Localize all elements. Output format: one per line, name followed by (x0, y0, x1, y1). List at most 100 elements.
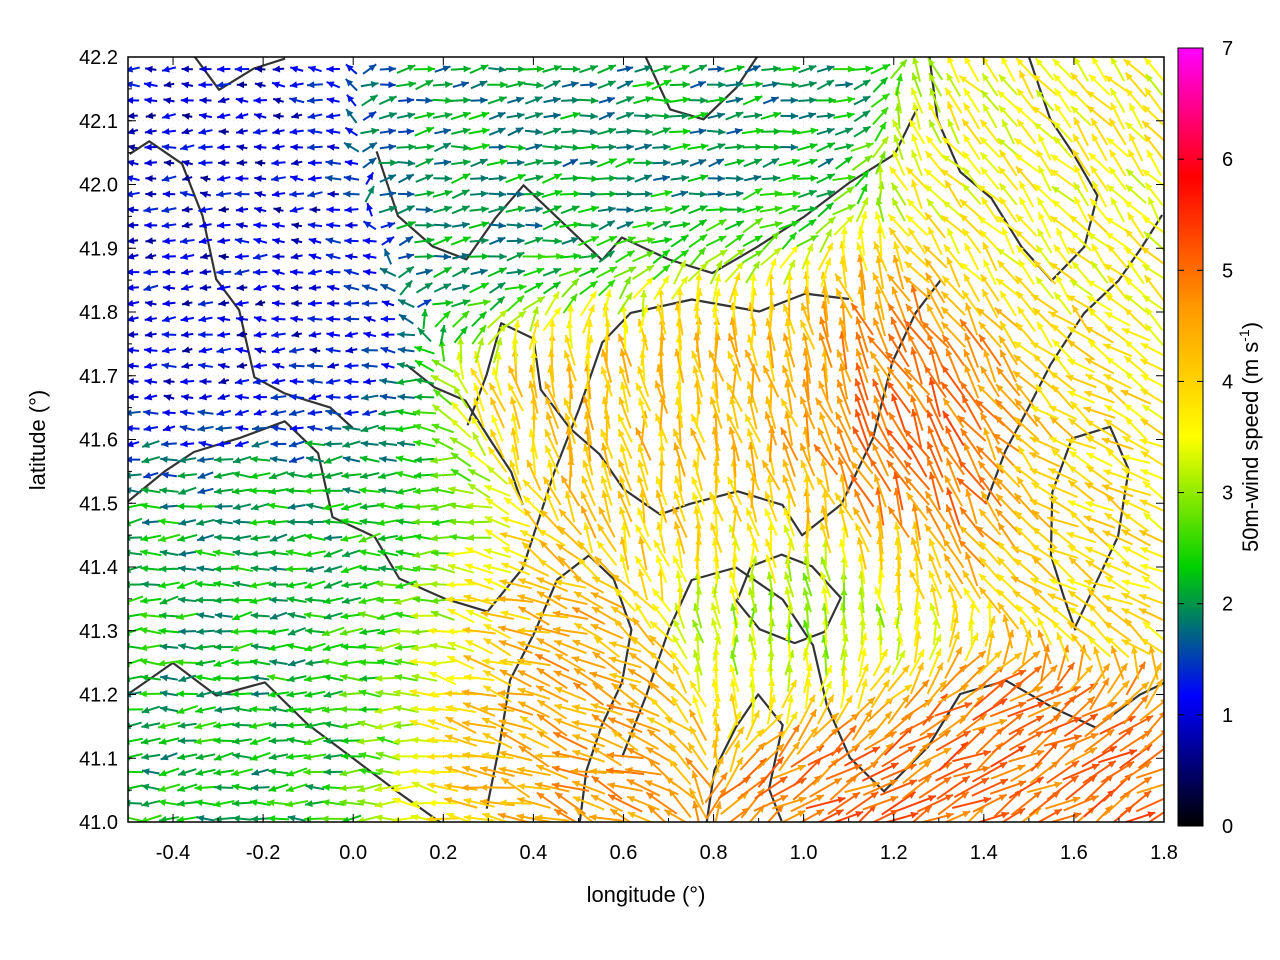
wind-vector (1118, 714, 1154, 736)
wind-vector (467, 468, 491, 482)
wind-vector (649, 697, 674, 722)
wind-vector (962, 166, 981, 190)
wind-vector (816, 141, 836, 153)
wind-vector (953, 777, 990, 798)
wind-vector (451, 96, 471, 104)
wind-vector (362, 63, 377, 75)
wind-vector (554, 579, 587, 589)
wind-vector (571, 719, 606, 730)
y-tick-label: 41.8 (79, 302, 118, 324)
wind-vector (181, 81, 194, 89)
wind-vector (432, 81, 453, 88)
wind-vector (799, 442, 816, 477)
wind-vector (253, 362, 268, 370)
wind-vector (606, 751, 644, 760)
wind-vector (398, 96, 415, 104)
wind-vector (687, 262, 709, 283)
wind-vector (747, 633, 757, 661)
wind-vector (128, 456, 141, 464)
wind-vector (570, 767, 607, 775)
wind-vector (634, 174, 653, 183)
wind-vector (816, 65, 835, 73)
wind-vector (856, 536, 867, 570)
wind-vector (844, 781, 880, 794)
wind-vector (444, 734, 478, 747)
wind-vector (268, 737, 289, 745)
wind-vector (217, 315, 231, 323)
wind-vector (415, 79, 434, 91)
wind-vector (1051, 620, 1075, 643)
wind-vector (273, 112, 284, 120)
wind-vector (451, 189, 470, 200)
wind-vector (545, 411, 559, 445)
wind-vector (379, 65, 397, 73)
wind-vector (1015, 57, 1038, 81)
wind-vector (891, 118, 906, 145)
wind-vector (995, 477, 1022, 505)
wind-vector (651, 112, 672, 120)
wind-vector (285, 753, 308, 761)
wind-vector (212, 549, 235, 557)
wind-vector (979, 118, 1001, 145)
x-tick-label: 1.0 (790, 842, 818, 864)
wind-vector (356, 737, 383, 745)
wind-vector (360, 127, 380, 135)
wind-vector (235, 425, 249, 432)
wind-vector (1048, 405, 1078, 421)
wind-vector (886, 443, 911, 476)
wind-vector (953, 765, 991, 778)
wind-vector (590, 703, 624, 716)
wind-vector (327, 190, 339, 198)
wind-vector (671, 506, 688, 539)
wind-vector (145, 175, 157, 182)
x-tick-label: 1.2 (880, 842, 908, 864)
wind-vector (580, 490, 597, 522)
wind-vector (577, 235, 600, 247)
wind-vector (524, 96, 543, 105)
wind-vector (708, 755, 725, 789)
wind-vector (230, 768, 253, 777)
wind-vector (797, 142, 818, 151)
wind-vector (177, 783, 198, 792)
wind-vector (412, 518, 437, 526)
wind-vector (488, 221, 506, 229)
wind-vector (833, 111, 855, 119)
wind-vector (923, 183, 947, 205)
wind-vector (782, 459, 797, 492)
wind-vector (853, 109, 871, 123)
wind-vector (1046, 760, 1080, 784)
wind-vector (870, 63, 891, 75)
wind-vector (412, 549, 437, 558)
wind-vector (778, 65, 801, 73)
wind-vector (161, 221, 177, 229)
wind-vector (467, 450, 492, 469)
wind-vector (181, 205, 193, 213)
wind-vector (1119, 776, 1153, 799)
wind-vector (705, 218, 727, 232)
wind-vector (230, 628, 254, 636)
wind-vector (582, 395, 595, 431)
wind-vector (305, 565, 325, 573)
wind-vector (1144, 323, 1164, 346)
wind-vector (141, 753, 161, 761)
wind-vector (833, 442, 855, 477)
wind-vector (143, 284, 159, 292)
wind-vector (488, 190, 507, 198)
wind-vector (414, 345, 435, 355)
wind-vector (1141, 120, 1164, 142)
x-axis-title: longitude (°) (587, 882, 706, 907)
wind-vector (653, 275, 670, 301)
wind-vector (888, 165, 909, 191)
wind-vector (431, 403, 454, 422)
wind-vector (194, 503, 217, 510)
wind-vector (867, 335, 894, 366)
wind-vector (145, 237, 157, 245)
wind-vector (928, 471, 941, 511)
wind-vector (343, 190, 360, 198)
wind-vector (327, 143, 340, 151)
wind-vector (1053, 244, 1073, 270)
wind-vector (561, 96, 580, 104)
wind-vector (838, 506, 849, 538)
wind-vector (128, 595, 144, 605)
wind-vector (886, 366, 911, 397)
